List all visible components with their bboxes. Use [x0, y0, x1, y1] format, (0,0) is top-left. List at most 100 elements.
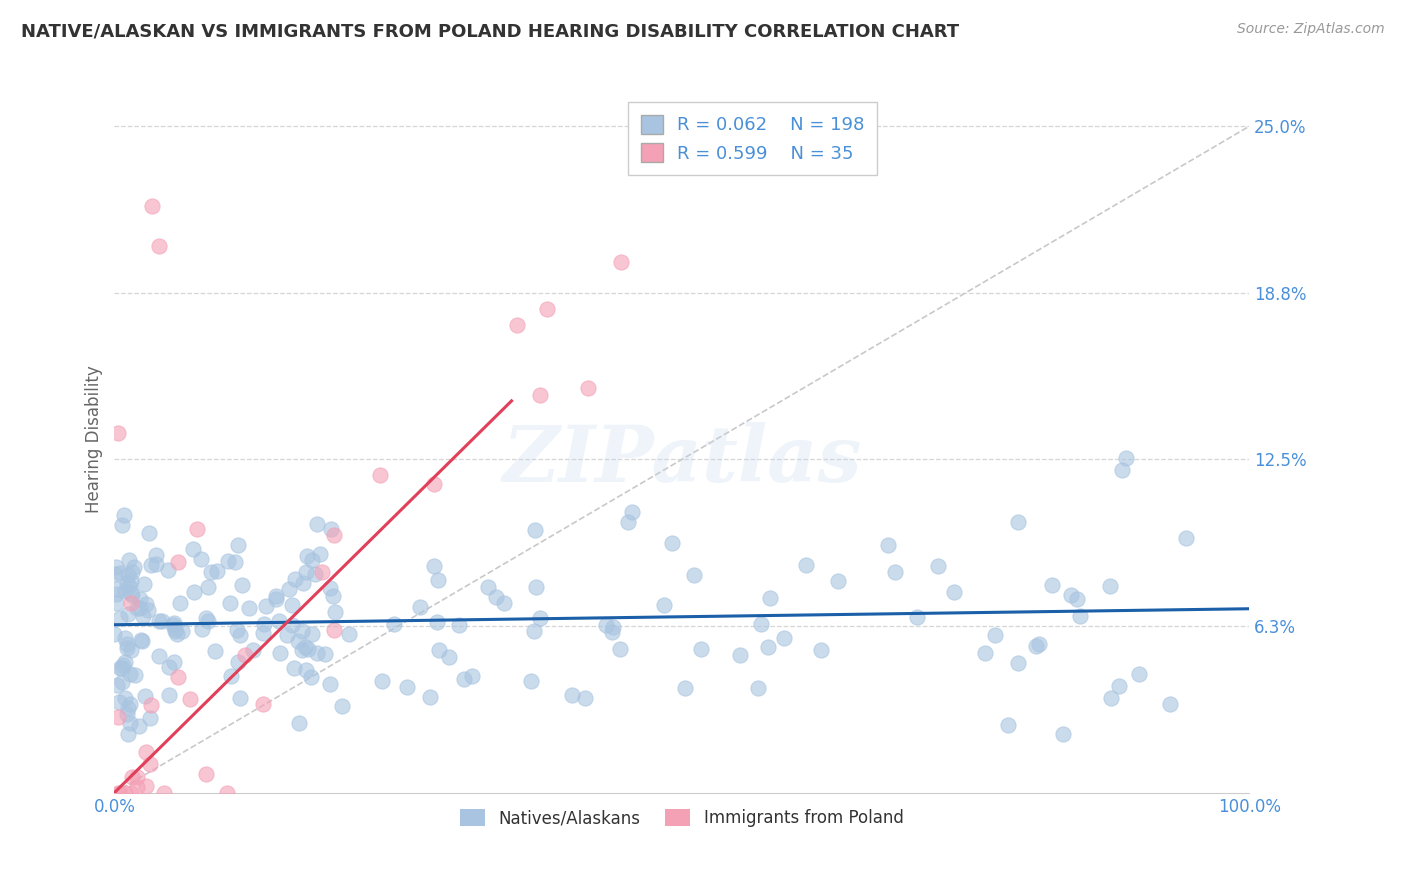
- Point: [319, 581, 342, 595]
- Point: [139, 756, 162, 771]
- Point: [827, 574, 849, 588]
- Point: [337, 627, 360, 641]
- Point: [120, 643, 142, 657]
- Point: [477, 580, 499, 594]
- Point: [134, 689, 156, 703]
- Point: [905, 610, 928, 624]
- Point: [942, 585, 965, 599]
- Point: [103, 627, 125, 641]
- Point: [226, 656, 249, 670]
- Point: [395, 680, 418, 694]
- Point: [291, 624, 314, 638]
- Point: [323, 528, 346, 542]
- Point: [197, 615, 219, 629]
- Point: [148, 614, 170, 628]
- Point: [166, 626, 188, 640]
- Point: [311, 565, 333, 579]
- Point: [561, 688, 583, 702]
- Point: [118, 716, 141, 731]
- Point: [118, 552, 141, 566]
- Point: [291, 643, 314, 657]
- Point: [121, 770, 143, 784]
- Point: [195, 611, 218, 625]
- Point: [111, 661, 134, 675]
- Point: [1040, 578, 1063, 592]
- Point: [314, 647, 336, 661]
- Point: [319, 522, 342, 536]
- Point: [423, 558, 446, 573]
- Point: [974, 646, 997, 660]
- Point: [115, 707, 138, 722]
- Point: [675, 681, 697, 696]
- Point: [166, 555, 188, 569]
- Point: [492, 596, 515, 610]
- Point: [1111, 463, 1133, 477]
- Point: [111, 674, 134, 689]
- Text: ZIPatlas: ZIPatlas: [502, 423, 862, 499]
- Point: [132, 577, 155, 591]
- Point: [506, 318, 529, 333]
- Point: [574, 690, 596, 705]
- Point: [287, 633, 309, 648]
- Point: [368, 467, 391, 482]
- Point: [1069, 608, 1091, 623]
- Point: [145, 549, 167, 563]
- Point: [283, 661, 305, 675]
- Point: [419, 690, 441, 705]
- Point: [204, 644, 226, 658]
- Point: [295, 664, 318, 678]
- Point: [409, 599, 432, 614]
- Point: [114, 690, 136, 705]
- Point: [108, 786, 131, 800]
- Point: [485, 590, 508, 604]
- Point: [111, 657, 134, 672]
- Point: [128, 719, 150, 733]
- Point: [749, 616, 772, 631]
- Point: [127, 601, 149, 615]
- Point: [269, 646, 291, 660]
- Point: [194, 767, 217, 781]
- Point: [1115, 450, 1137, 465]
- Point: [238, 600, 260, 615]
- Point: [135, 597, 157, 611]
- Point: [520, 673, 543, 688]
- Point: [242, 643, 264, 657]
- Point: [117, 607, 139, 622]
- Point: [183, 585, 205, 599]
- Point: [115, 641, 138, 656]
- Point: [1007, 656, 1029, 670]
- Point: [307, 646, 329, 660]
- Point: [252, 626, 274, 640]
- Point: [218, 554, 240, 568]
- Point: [129, 592, 152, 607]
- Point: [449, 618, 471, 632]
- Point: [163, 624, 186, 638]
- Point: [1159, 697, 1181, 711]
- Point: [595, 618, 617, 632]
- Point: [304, 566, 326, 581]
- Point: [108, 694, 131, 708]
- Point: [323, 624, 346, 638]
- Point: [138, 525, 160, 540]
- Point: [382, 616, 405, 631]
- Point: [426, 615, 449, 629]
- Point: [280, 618, 302, 632]
- Point: [107, 425, 129, 440]
- Point: [105, 596, 128, 610]
- Point: [139, 698, 162, 713]
- Point: [332, 699, 354, 714]
- Point: [370, 673, 392, 688]
- Point: [219, 669, 242, 683]
- Point: [602, 620, 624, 634]
- Point: [152, 786, 174, 800]
- Point: [207, 564, 229, 578]
- Point: [114, 632, 136, 646]
- Point: [683, 568, 706, 582]
- Point: [294, 566, 316, 580]
- Point: [115, 637, 138, 651]
- Point: [127, 780, 149, 794]
- Point: [121, 566, 143, 580]
- Point: [620, 505, 643, 519]
- Point: [105, 559, 128, 574]
- Point: [108, 611, 131, 625]
